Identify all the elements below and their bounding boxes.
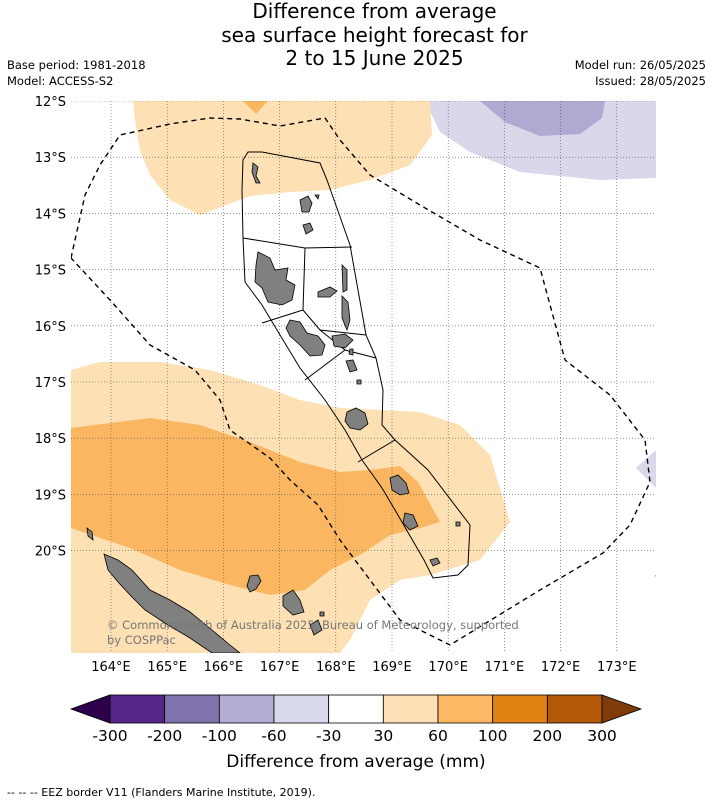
contour-pos-60-100-north bbox=[243, 101, 268, 114]
contour-pos-30-60-north bbox=[133, 101, 432, 215]
latitude-label: 19°S bbox=[35, 488, 66, 503]
island-malakula bbox=[285, 319, 326, 357]
latitude-label: 13°S bbox=[35, 151, 66, 166]
colorbar-swatch bbox=[546, 694, 603, 724]
island-ambrym bbox=[331, 333, 354, 349]
eez-border bbox=[71, 117, 651, 646]
title-line-3: 2 to 15 June 2025 bbox=[285, 46, 464, 70]
colorbar-title: Difference from average (mm) bbox=[226, 752, 485, 772]
contour-neg-60-100 bbox=[480, 101, 605, 136]
meta-right: Model run: 26/05/2025 Issued: 28/05/2025 bbox=[575, 57, 706, 89]
colorbar-swatch bbox=[382, 694, 439, 724]
island-tiga bbox=[319, 611, 325, 617]
issued-date: Issued: 28/05/2025 bbox=[595, 74, 706, 88]
colorbar-tick-label: 60 bbox=[428, 727, 448, 745]
island-new-caledonia bbox=[103, 553, 241, 653]
colorbar-swatch bbox=[164, 694, 220, 724]
province-boundaries bbox=[241, 151, 471, 579]
island-mare bbox=[309, 619, 323, 636]
footer-note: -- -- -- EEZ border V11 (Flanders Marine… bbox=[7, 786, 316, 799]
island-epi bbox=[345, 359, 358, 373]
longitude-label: 171°E bbox=[485, 660, 525, 675]
colorbar-tick-label: -30 bbox=[316, 727, 341, 745]
model-run: Model run: 26/05/2025 bbox=[574, 58, 706, 72]
forecast-map: © Commonwealth of Australia 2025, Bureau… bbox=[35, 95, 656, 772]
island-efate bbox=[344, 407, 369, 431]
latitude-label: 12°S bbox=[35, 95, 66, 110]
land-masses bbox=[86, 162, 656, 653]
colorbar-tick-labels: -300 -200 -100 -60 -30 30 60 100 200 300 bbox=[92, 727, 616, 745]
base-period: Base period: 1981-2018 bbox=[7, 58, 146, 72]
latitude-label: 16°S bbox=[35, 320, 66, 335]
island-lifou bbox=[282, 589, 305, 616]
map-area: © Commonwealth of Australia 2025, Bureau… bbox=[71, 101, 656, 653]
longitude-label: 170°E bbox=[428, 660, 468, 675]
island-belep bbox=[86, 527, 94, 541]
island-torres bbox=[251, 162, 261, 184]
longitude-label: 168°E bbox=[316, 660, 356, 675]
latitude-label: 18°S bbox=[35, 432, 66, 447]
colorbar-high-extension bbox=[601, 694, 643, 724]
colorbar-tick-label: -60 bbox=[261, 727, 286, 745]
island-espiritu-santo bbox=[254, 251, 296, 306]
longitude-label: 167°E bbox=[260, 660, 300, 675]
latitude-label: 17°S bbox=[35, 376, 66, 391]
latitude-label: 20°S bbox=[35, 545, 66, 560]
colorbar-tick-label: -200 bbox=[147, 727, 182, 745]
longitude-label: 166°E bbox=[204, 660, 244, 675]
copyright-line-1: © Commonwealth of Australia 2025, Bureau… bbox=[107, 618, 519, 632]
colorbar-swatch bbox=[218, 694, 275, 724]
island-paama bbox=[348, 348, 354, 356]
latitude-label: 15°S bbox=[35, 264, 66, 279]
island-tongoa bbox=[356, 379, 362, 385]
latitude-label: 14°S bbox=[35, 207, 66, 222]
contour-neg-30-60-east bbox=[636, 450, 656, 488]
meta-left: Base period: 1981-2018 Model: ACCESS-S2 bbox=[7, 57, 146, 89]
colorbar-tick-label: 30 bbox=[373, 727, 393, 745]
title-line-2: sea surface height forecast for bbox=[221, 22, 528, 47]
latitude-labels: 12°S 13°S 14°S 15°S 16°S 17°S 18°S 19°S 20°S bbox=[35, 95, 66, 560]
island-mota bbox=[314, 194, 320, 200]
colorbar-swatch bbox=[492, 694, 548, 724]
graticule bbox=[71, 101, 656, 653]
island-hunter bbox=[655, 575, 656, 577]
colorbar-tick-label: -100 bbox=[202, 727, 237, 745]
island-ambae bbox=[317, 286, 338, 298]
island-tanna bbox=[402, 512, 419, 531]
colorbar-tick-label: 200 bbox=[533, 727, 563, 745]
colorbar-swatches bbox=[109, 694, 603, 724]
longitude-label: 169°E bbox=[372, 660, 412, 675]
colorbar-tick-label: 100 bbox=[478, 727, 508, 745]
model-name: Model: ACCESS-S2 bbox=[7, 74, 114, 88]
contour-neg-30-60 bbox=[425, 101, 656, 180]
longitude-label: 165°E bbox=[147, 660, 187, 675]
island-maewo bbox=[341, 263, 348, 293]
colorbar-swatch bbox=[437, 694, 494, 724]
colorbar: -300 -200 -100 -60 -30 30 60 100 200 300 Differen… bbox=[69, 694, 643, 772]
longitude-labels: 164°E 165°E 166°E 167°E 168°E 169°E 170°E 171°E… bbox=[91, 660, 636, 675]
title-line-1: Difference from average bbox=[252, 0, 497, 23]
longitude-label: 172°E bbox=[541, 660, 581, 675]
copyright-line-2: by COSPPac bbox=[107, 633, 176, 647]
island-erromango bbox=[389, 474, 410, 496]
colorbar-tick-label: -300 bbox=[92, 727, 127, 745]
colorbar-tick-label: 300 bbox=[587, 727, 617, 745]
island-gaua bbox=[302, 222, 314, 235]
island-vanua-lava bbox=[299, 195, 313, 213]
colorbar-swatch bbox=[328, 694, 384, 724]
colorbar-low-extension bbox=[69, 694, 111, 724]
map-title: Difference from average sea surface heig… bbox=[0, 0, 713, 71]
colorbar-swatch bbox=[109, 694, 166, 724]
island-futuna bbox=[455, 521, 461, 527]
longitude-label: 164°E bbox=[91, 660, 131, 675]
longitude-label: 173°E bbox=[597, 660, 637, 675]
island-pentecost bbox=[341, 295, 351, 332]
island-aneityum bbox=[429, 557, 441, 567]
colorbar-swatch bbox=[273, 694, 330, 724]
island-ouvea bbox=[246, 574, 262, 593]
